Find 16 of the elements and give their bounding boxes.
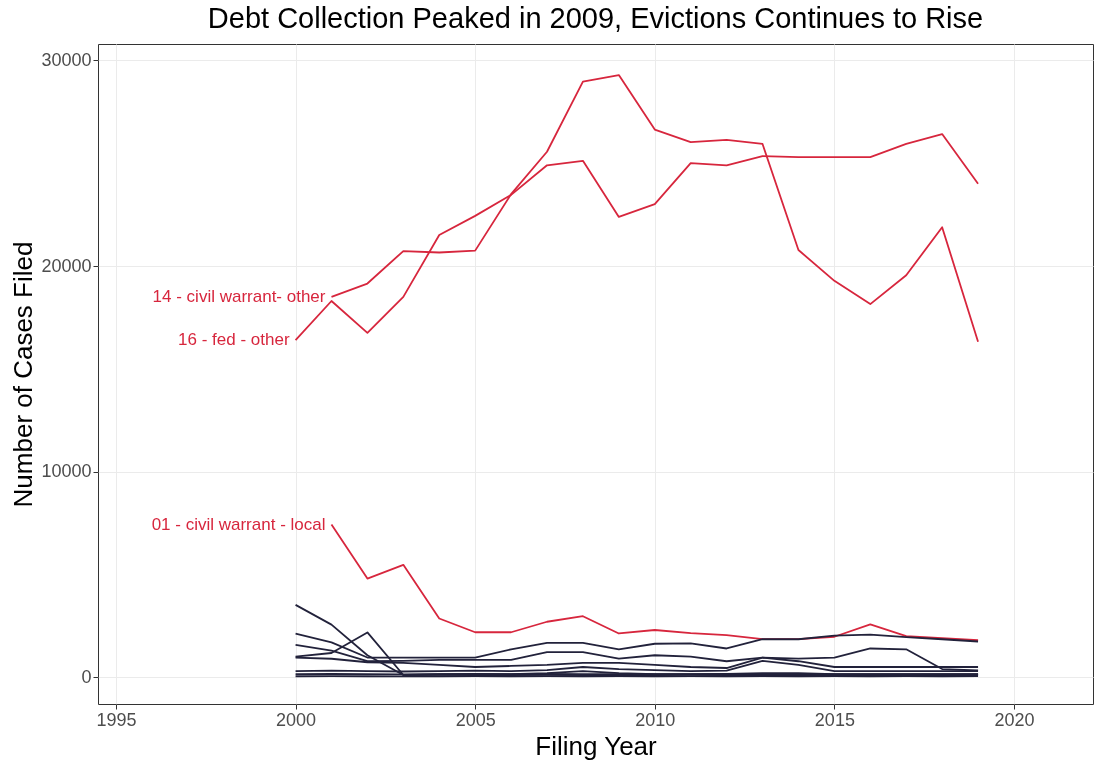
x-axis-title: Filing Year <box>535 730 658 761</box>
x-tick-label: 1995 <box>96 709 137 730</box>
y-tick-label: 30000 <box>41 49 92 70</box>
y-tick-label: 10000 <box>41 461 92 482</box>
x-tick-label: 2020 <box>994 709 1035 730</box>
series-label: 01 - civil warrant - local <box>151 514 326 534</box>
chart-title: Debt Collection Peaked in 2009, Evictions Continues to Rise <box>207 2 984 34</box>
x-tick-label: 2015 <box>814 709 855 730</box>
series-label: 14 - civil warrant- other <box>152 286 326 306</box>
x-tick-label: 2005 <box>455 709 496 730</box>
y-tick-label: 0 <box>81 666 92 687</box>
x-tick-label: 2000 <box>276 709 317 730</box>
y-axis-title: Number of Cases Filed <box>8 241 39 508</box>
series-label: 16 - fed - other <box>178 330 290 350</box>
y-tick-label: 20000 <box>41 255 92 276</box>
x-tick-label: 2010 <box>635 709 676 730</box>
